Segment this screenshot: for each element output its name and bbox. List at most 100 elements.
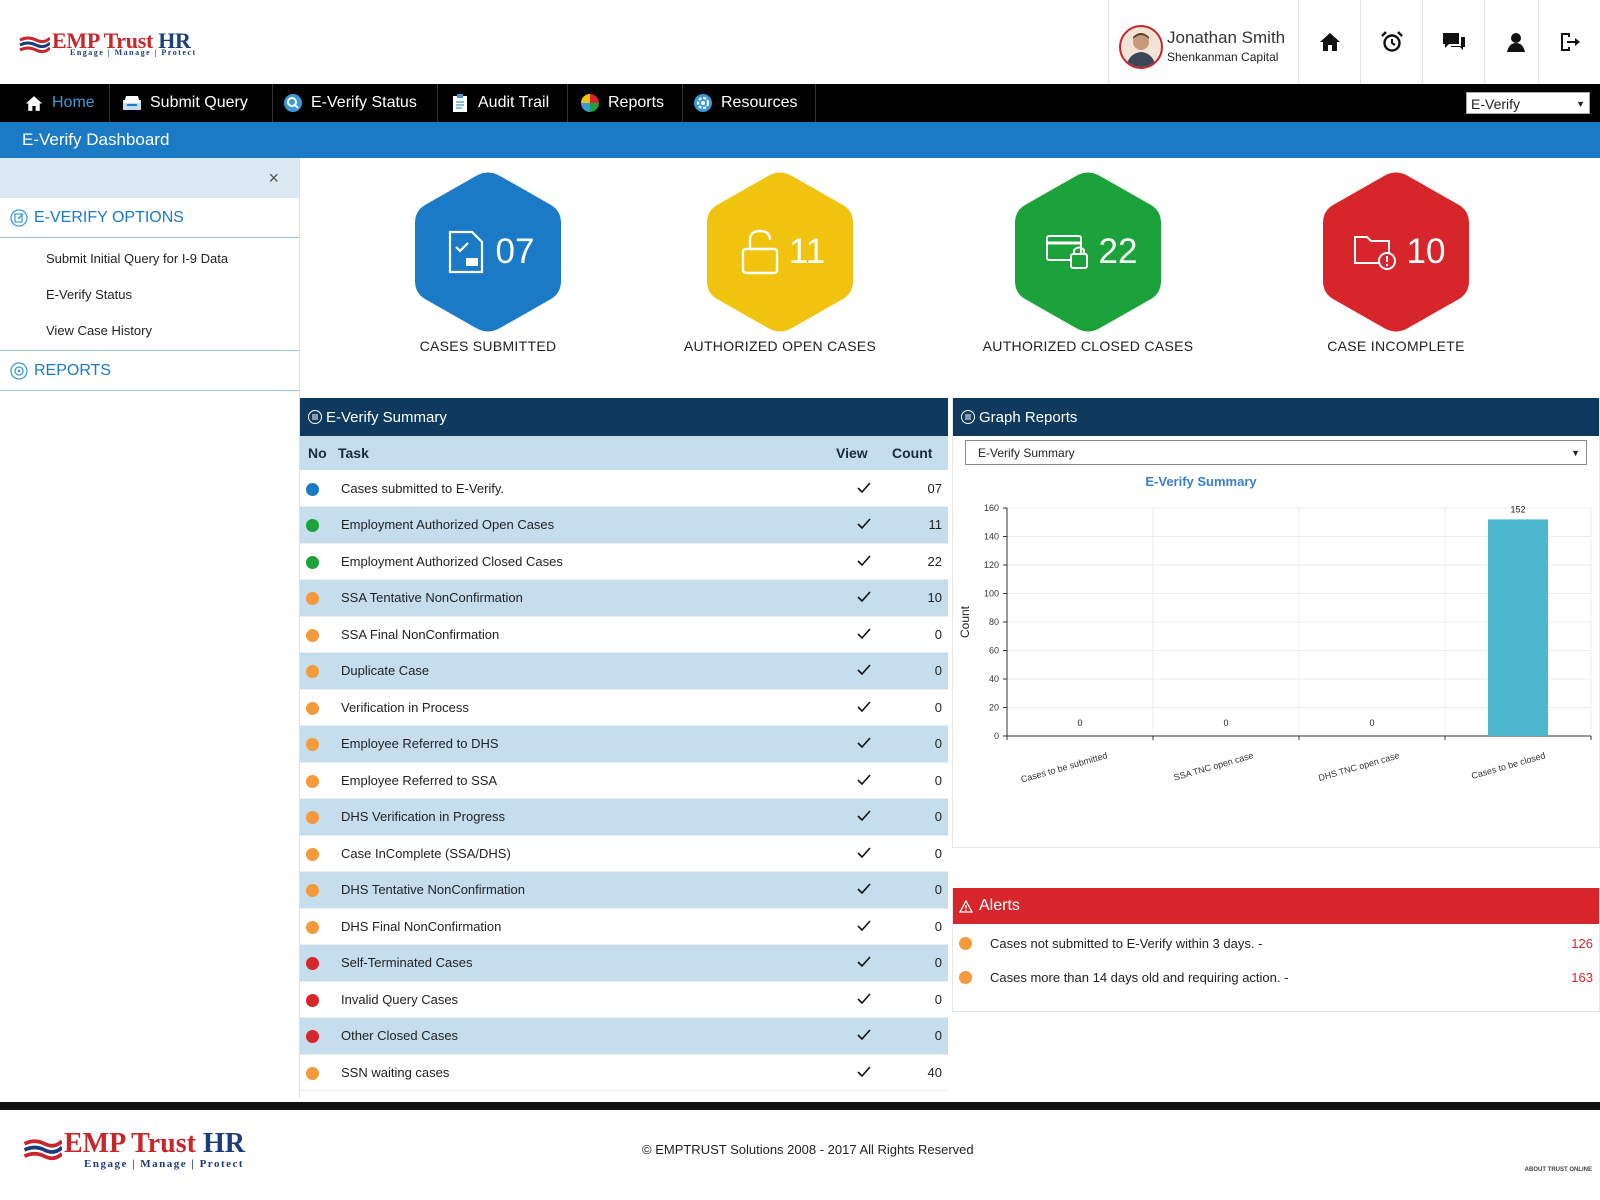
alert-count[interactable]: 126 [1571, 935, 1593, 951]
check-icon [857, 737, 871, 749]
check-icon [857, 701, 871, 712]
table-row[interactable]: Other Closed Cases 0 [300, 1017, 948, 1055]
view-button[interactable] [836, 725, 892, 763]
logout-button[interactable] [1538, 0, 1600, 84]
status-dot [306, 993, 319, 1007]
nav-audit-trail[interactable]: Audit Trail [438, 84, 568, 122]
view-button[interactable] [836, 470, 892, 507]
stat-case-incomplete[interactable]: 10 CASE INCOMPLETE [1256, 172, 1536, 362]
nav-everify-status[interactable]: E-Verify Status [273, 84, 438, 122]
about-link[interactable]: ABOUT TRUST ONLINE [1524, 1167, 1592, 1173]
sidebar-item-view-case-history[interactable]: View Case History [46, 322, 152, 338]
card-lock-icon [1045, 235, 1088, 269]
summary-table: No Task View Count Cases submitted to E-… [300, 436, 948, 1091]
view-button[interactable] [836, 1017, 892, 1055]
table-row[interactable]: Invalid Query Cases 0 [300, 981, 948, 1018]
stat-label: CASES SUBMITTED [419, 338, 557, 354]
profile-button[interactable] [1484, 0, 1546, 84]
status-dot [306, 1066, 319, 1080]
task-cell: Duplicate Case [338, 652, 836, 690]
view-button[interactable] [836, 944, 892, 982]
table-row[interactable]: Cases submitted to E-Verify. 07 [300, 470, 948, 507]
module-select[interactable]: E-Verify ▼ [1466, 92, 1590, 114]
messages-button[interactable] [1422, 0, 1484, 84]
brand-name: EMP Trust HR [64, 1128, 245, 1159]
nav-resources[interactable]: Resources [683, 84, 816, 122]
close-icon[interactable]: × [268, 168, 279, 188]
nav-reports[interactable]: Reports [568, 84, 683, 122]
stat-value: 10 [1406, 232, 1446, 271]
graph-reports-panel: Graph Reports E-Verify Summary ▼ E-Verif… [952, 398, 1600, 848]
y-axis-label: Count [958, 605, 972, 638]
graph-type-select[interactable]: E-Verify Summary ▼ [965, 440, 1587, 465]
stat-cases-submitted[interactable]: 07 CASES SUBMITTED [348, 172, 628, 362]
alarm-button[interactable] [1360, 0, 1422, 84]
table-row[interactable]: Employment Authorized Open Cases 11 [300, 506, 948, 544]
view-button[interactable] [836, 835, 892, 872]
view-button[interactable] [836, 506, 892, 544]
table-row[interactable]: SSA Tentative NonConfirmation 10 [300, 579, 948, 617]
view-button[interactable] [836, 1054, 892, 1091]
x-tick-label: SSA TNC open case [1173, 750, 1255, 782]
view-button[interactable] [836, 871, 892, 909]
alert-text: Cases more than 14 days old and requirin… [990, 969, 1289, 985]
table-row[interactable]: Employee Referred to DHS 0 [300, 725, 948, 763]
col-task: Task [338, 436, 836, 470]
status-dot [959, 970, 972, 984]
graph-select-value: E-Verify Summary [978, 446, 1075, 460]
table-row[interactable]: DHS Tentative NonConfirmation 0 [300, 871, 948, 909]
sidebar-section-title: REPORTS [34, 361, 112, 379]
user-profile[interactable]: Jonathan Smith Shenkanman Capital [1108, 0, 1298, 84]
table-row[interactable]: Case InComplete (SSA/DHS) 0 [300, 835, 948, 872]
count-cell: 40 [892, 1054, 948, 1091]
table-row[interactable]: DHS Final NonConfirmation 0 [300, 908, 948, 945]
user-name: Jonathan Smith [1167, 28, 1286, 47]
nav-submit-query[interactable]: Submit Query [110, 84, 273, 122]
table-row[interactable]: Employee Referred to SSA 0 [300, 762, 948, 799]
view-button[interactable] [836, 579, 892, 617]
alert-item[interactable]: Cases more than 14 days old and requirin… [953, 960, 1599, 994]
table-row[interactable]: Employment Authorized Closed Cases 22 [300, 543, 948, 580]
stat-authorized-closed-cases[interactable]: 22 AUTHORIZED CLOSED CASES [948, 172, 1228, 362]
flag-icon [23, 1139, 62, 1161]
alert-count[interactable]: 163 [1571, 969, 1593, 985]
view-button[interactable] [836, 543, 892, 580]
table-row[interactable]: Duplicate Case 0 [300, 652, 948, 690]
view-button[interactable] [836, 762, 892, 799]
bar [1488, 519, 1548, 736]
status-dot [306, 1030, 319, 1044]
view-button[interactable] [836, 689, 892, 726]
table-row[interactable]: Self-Terminated Cases 0 [300, 944, 948, 982]
table-row[interactable]: Verification in Process 0 [300, 689, 948, 726]
unlock-icon [741, 229, 779, 275]
home-button[interactable] [1298, 0, 1360, 84]
view-button[interactable] [836, 981, 892, 1018]
brand-logo[interactable]: EMP Trust HR Engage | Manage | Protect [18, 28, 208, 62]
nav-home[interactable]: Home [0, 84, 110, 122]
reports-icon [10, 361, 28, 380]
sidebar-item-submit-initial-query[interactable]: Submit Initial Query for I-9 Data [46, 250, 229, 266]
check-icon [857, 1066, 871, 1077]
avatar[interactable] [1119, 25, 1163, 69]
brand-name: EMP Trust HR [52, 28, 191, 53]
table-row[interactable]: SSN waiting cases 40 [300, 1054, 948, 1091]
stat-authorized-open-cases[interactable]: 11 AUTHORIZED OPEN CASES [640, 172, 920, 362]
view-button[interactable] [836, 616, 892, 653]
sidebar-section-everify-options[interactable]: E-VERIFY OPTIONS [0, 198, 299, 238]
sidebar-section-reports[interactable]: REPORTS [0, 351, 299, 391]
footer-logo[interactable]: EMP Trust HR Engage | Manage | Protect [22, 1128, 262, 1172]
table-row[interactable]: SSA Final NonConfirmation 0 [300, 616, 948, 653]
view-button[interactable] [836, 652, 892, 690]
task-cell: DHS Verification in Progress [338, 798, 836, 836]
document-check-icon [448, 230, 483, 274]
count-cell: 0 [892, 652, 948, 690]
alert-item[interactable]: Cases not submitted to E-Verify within 3… [953, 926, 1599, 960]
hexagon-shape [415, 172, 561, 332]
stat-value: 07 [495, 232, 535, 271]
sidebar-item-everify-status[interactable]: E-Verify Status [46, 286, 132, 302]
view-button[interactable] [836, 908, 892, 945]
table-row[interactable]: DHS Verification in Progress 0 [300, 798, 948, 836]
view-button[interactable] [836, 798, 892, 836]
home-icon [24, 93, 44, 113]
stat-label: AUTHORIZED OPEN CASES [683, 338, 877, 354]
